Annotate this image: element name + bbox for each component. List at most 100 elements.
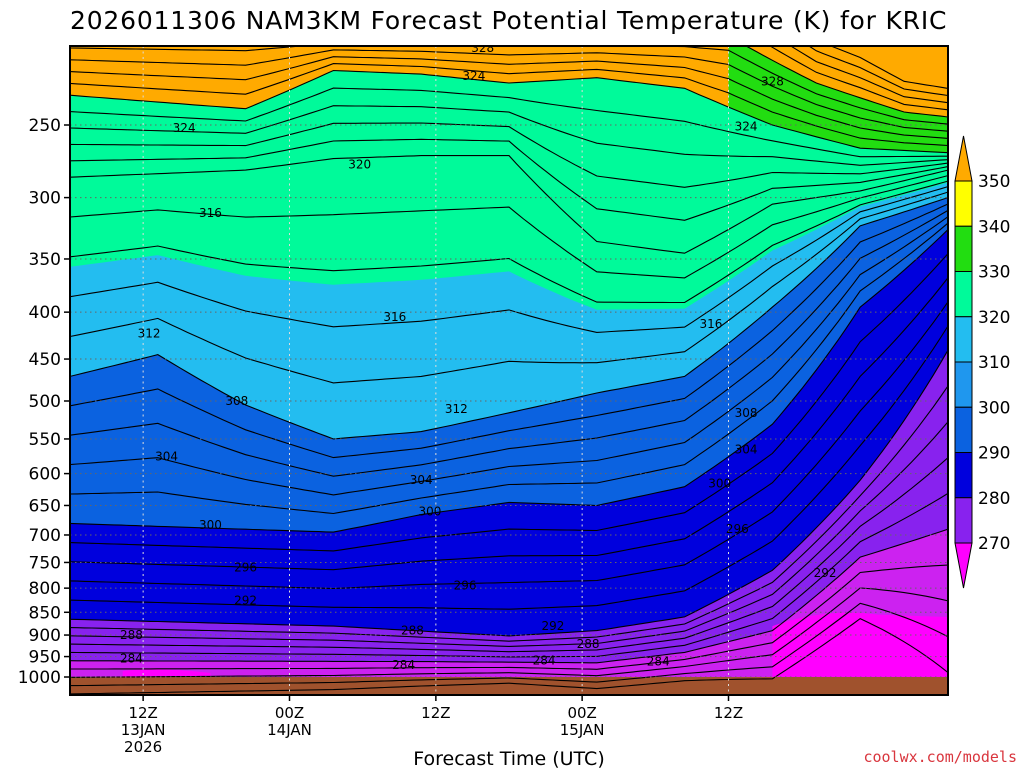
- colorbar-label: 270: [978, 534, 1010, 554]
- y-tick-label: 1000: [18, 668, 61, 688]
- x-axis-label: Forecast Time (UTC): [413, 748, 604, 768]
- isentrope-298: [70, 253, 948, 552]
- isentrope-272: [70, 617, 948, 695]
- isentrope-label: 328: [471, 41, 494, 55]
- colorbar-label: 300: [978, 398, 1010, 418]
- band-315-320: [70, 155, 948, 310]
- y-tick-label: 550: [29, 430, 61, 450]
- isentrope-label: 324: [173, 121, 196, 135]
- plot-frame: [69, 45, 949, 696]
- isentrope-328: [70, 87, 948, 158]
- colorbar-segment: [954, 180, 973, 227]
- isentrope-label: 288: [401, 624, 424, 638]
- x-tick-label: 15JAN: [560, 721, 605, 739]
- isentrope-314: [70, 186, 948, 333]
- isentrope-label: 320: [348, 157, 371, 171]
- ground-fill: [70, 677, 948, 695]
- band-below-270: [772, 612, 948, 695]
- colorbar-arrow-bottom: [954, 542, 973, 589]
- isentrope-288: [70, 385, 948, 642]
- colorbar-label: 340: [978, 217, 1010, 237]
- colorbar-segment: [954, 361, 973, 408]
- isentrope-290: [70, 349, 948, 637]
- isentrope-label: 304: [410, 473, 433, 487]
- isentrope-label: 292: [541, 619, 564, 633]
- colorbar-segment: [954, 225, 973, 272]
- isentrope-316: [70, 180, 948, 304]
- isentrope-334: [70, 56, 948, 139]
- isentrope-label: 296: [726, 522, 749, 536]
- colorbar-segment: [954, 452, 973, 499]
- isentrope-label: 316: [199, 206, 222, 220]
- isentrope-label: 328: [761, 74, 784, 88]
- isentrope-322: [70, 138, 948, 221]
- x-tick-label: 2026: [124, 738, 162, 756]
- isentrope-label: 312: [138, 326, 161, 340]
- y-tick-label: 350: [29, 250, 61, 270]
- isentrope-label: 312: [445, 402, 468, 416]
- plot-area: 284 284 284 284 288 288 288 292 292 292 296 296 296 3…: [70, 41, 948, 695]
- band-below-280: [70, 529, 948, 695]
- isentrope-label: 324: [462, 69, 485, 83]
- isentrope-label: 300: [708, 476, 731, 490]
- y-tick-label: 650: [29, 496, 61, 516]
- isentrope-lines: [70, 46, 948, 695]
- isentrope-label: 308: [735, 406, 758, 420]
- y-tick-label: 950: [29, 648, 61, 668]
- y-tick-label: 800: [29, 579, 61, 599]
- y-tick-label: 450: [29, 350, 61, 370]
- x-tick-label: 12Z: [714, 704, 743, 722]
- colorbar-label: 310: [978, 353, 1010, 373]
- isentrope-280: [70, 528, 948, 664]
- isentrope-label: 284: [533, 654, 556, 668]
- isentrope-282: [70, 492, 948, 658]
- y-axis: 250 300 350 400 450 500 550 600 650 700 750 800 850 9…: [18, 116, 70, 688]
- isentrope-332: [70, 63, 948, 147]
- isentrope-label: 316: [383, 310, 406, 324]
- y-tick-label: 500: [29, 392, 61, 412]
- isentrope-310: [70, 197, 948, 440]
- colorbar-label: 320: [978, 308, 1010, 328]
- isentrope-label: 300: [199, 518, 222, 532]
- isentrope-label: 304: [735, 443, 758, 457]
- colorbar-arrow-top: [954, 135, 973, 182]
- isentrope-340: [744, 46, 948, 118]
- isentrope-label: 308: [225, 394, 248, 408]
- colorbar-segment: [954, 497, 973, 544]
- isentrope-label: 300: [419, 505, 442, 519]
- x-tick-label: 14JAN: [267, 721, 312, 739]
- isentrope-286: [70, 421, 948, 647]
- isentrope-label: 284: [120, 652, 143, 666]
- isentrope-324: [70, 122, 948, 188]
- isentrope-330: [70, 69, 948, 154]
- y-tick-label: 600: [29, 465, 61, 485]
- colorbar-segment: [954, 406, 973, 453]
- isentrope-292: [70, 325, 948, 610]
- isentrope-label: 284: [392, 658, 415, 672]
- isentrope-274: [70, 602, 948, 687]
- isentrope-label: 304: [155, 450, 178, 464]
- isentrope-342: [768, 46, 948, 111]
- grid-lines: [70, 46, 948, 695]
- colorbar-label: 330: [978, 263, 1010, 283]
- isentrope-296: [70, 277, 948, 571]
- isentrope-306: [70, 209, 948, 477]
- y-tick-label: 250: [29, 116, 61, 136]
- band-below-300: [70, 229, 948, 695]
- isentrope-300: [70, 229, 948, 533]
- colorbar-label: 290: [978, 444, 1010, 464]
- x-tick-label: 00Z: [275, 704, 304, 722]
- isentrope-336: [70, 49, 948, 132]
- x-tick-label: 12Z: [128, 704, 157, 722]
- isentrope-320: [70, 155, 948, 254]
- y-tick-label: 750: [29, 553, 61, 573]
- isentrope-label: 288: [120, 628, 143, 642]
- colorbar-segment: [954, 316, 973, 363]
- y-tick-label: 300: [29, 189, 61, 209]
- isentrope-312: [70, 191, 948, 384]
- isentrope-label: 292: [814, 566, 837, 580]
- isentrope-label: 316: [699, 317, 722, 331]
- y-tick-label: 900: [29, 626, 61, 646]
- isentrope-318: [70, 175, 948, 279]
